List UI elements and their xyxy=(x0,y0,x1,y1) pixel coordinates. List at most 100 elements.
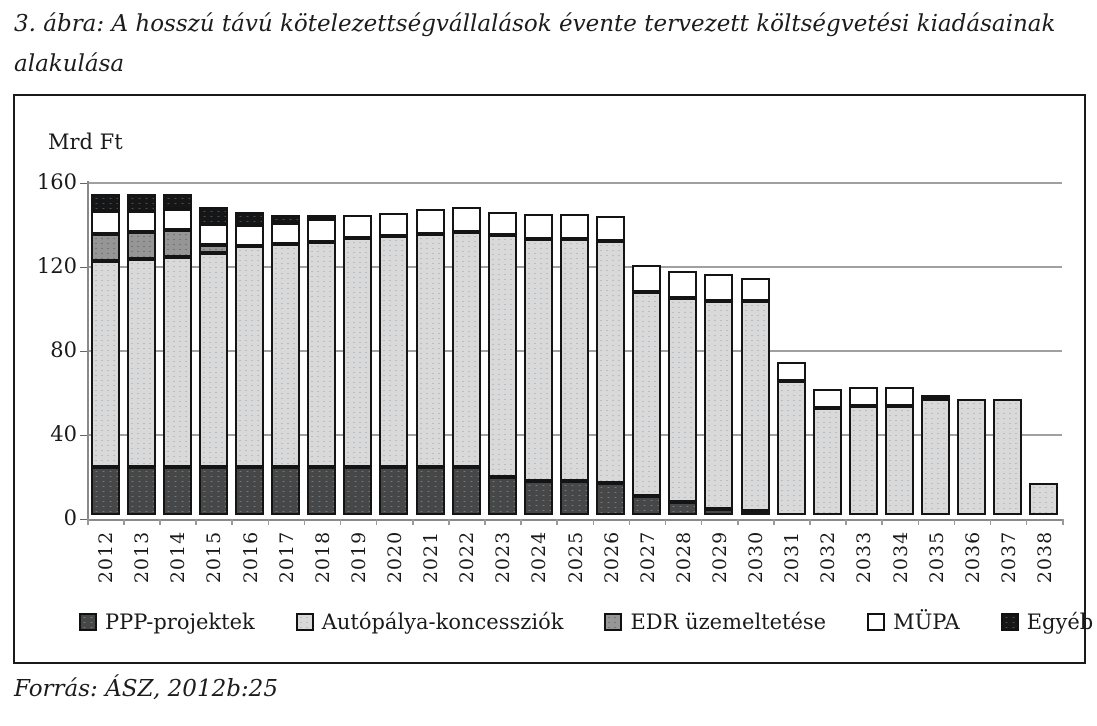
bar-segment-Egyéb xyxy=(271,215,301,223)
legend-label: Egyéb xyxy=(1026,610,1094,634)
bar-segment-Egyéb xyxy=(90,194,120,211)
bar-segment-PPP-projektek xyxy=(307,467,337,515)
bar-segment-Autópálya-koncessziók xyxy=(740,301,770,511)
x-axis-tick xyxy=(1062,519,1064,525)
x-tick-label-2020: 2020 xyxy=(383,530,406,584)
x-tick-label-2030: 2030 xyxy=(745,530,768,584)
x-axis-tick xyxy=(484,519,486,525)
bar-segment-Autópálya-koncessziók xyxy=(668,298,698,502)
legend-item-MÜPA: MÜPA xyxy=(867,610,960,634)
x-axis-tick xyxy=(700,519,703,525)
bar-2018 xyxy=(307,215,337,515)
x-axis-tick xyxy=(556,519,558,525)
bar-segment-MÜPA xyxy=(343,215,373,238)
x-tick-label-2032: 2032 xyxy=(817,530,840,584)
figure-caption: 3. ábra: A hosszú távú kötelezettségváll… xyxy=(14,4,1074,84)
figure-caption-line1: 3. ábra: A hosszú távú kötelezettségváll… xyxy=(14,11,1056,37)
bar-segment-MÜPA xyxy=(776,362,806,381)
x-axis-tick xyxy=(87,519,89,525)
bar-segment-Autópálya-koncessziók xyxy=(379,236,409,467)
bar-segment-MÜPA xyxy=(668,271,698,298)
bar-segment-Autópálya-koncessziók xyxy=(993,399,1023,515)
legend-item-EDR üzemeltetése: EDR üzemeltetése xyxy=(604,610,826,634)
bar-2021 xyxy=(415,209,445,515)
x-tick-label-2031: 2031 xyxy=(781,530,804,584)
bar-segment-Autópálya-koncessziók xyxy=(162,257,192,467)
bar-segment-Autópálya-koncessziók xyxy=(307,242,337,467)
figure-caption-line2: alakulása xyxy=(14,51,125,77)
legend-label: EDR üzemeltetése xyxy=(630,610,827,634)
y-axis-tick-120 xyxy=(80,266,87,268)
bar-segment-Egyéb xyxy=(235,212,264,225)
x-tick-label-2025: 2025 xyxy=(564,530,587,584)
y-tick-label-160: 160 xyxy=(36,170,77,194)
legend-label: Autópálya-koncessziók xyxy=(321,610,564,634)
x-tick-label-2035: 2035 xyxy=(925,530,948,584)
bar-2012 xyxy=(90,194,120,515)
bar-segment-MÜPA xyxy=(235,225,264,246)
legend-item-Autópálya-koncessziók: Autópálya-koncessziók xyxy=(295,610,564,634)
bar-segment-MÜPA xyxy=(632,265,662,292)
bar-2028 xyxy=(668,271,698,515)
x-tick-label-2034: 2034 xyxy=(889,530,912,584)
x-axis-tick xyxy=(267,519,270,525)
x-axis-tick xyxy=(989,519,992,525)
bar-segment-Autópálya-koncessziók xyxy=(885,406,914,515)
bar-segment-MÜPA xyxy=(451,207,481,232)
x-tick-label-2015: 2015 xyxy=(203,530,226,584)
x-axis-tick xyxy=(592,519,595,525)
bar-segment-PPP-projektek xyxy=(740,511,770,515)
bar-segment-Autópálya-koncessziók xyxy=(523,239,553,481)
chart-legend: PPP-projektek Autópálya-koncessziók EDR üz… xyxy=(79,610,1093,634)
x-axis-tick xyxy=(375,519,378,525)
bar-segment-Autópálya-koncessziók xyxy=(632,292,662,496)
bar-segment-Autópálya-koncessziók xyxy=(415,234,445,467)
bar-segment-PPP-projektek xyxy=(271,467,301,515)
x-axis-tick xyxy=(231,519,233,525)
x-axis-tick xyxy=(773,519,775,525)
bar-2017 xyxy=(271,215,301,515)
x-tick-label-2029: 2029 xyxy=(708,530,731,584)
legend-marker-icon xyxy=(1000,613,1019,631)
bar-segment-PPP-projektek xyxy=(668,502,698,515)
y-axis-tick-160 xyxy=(80,182,87,184)
legend-label: MÜPA xyxy=(893,610,960,634)
x-tick-label-2033: 2033 xyxy=(853,530,876,584)
bar-2033 xyxy=(848,387,878,515)
bar-segment-Egyéb xyxy=(162,194,192,209)
bar-segment-Egyéb xyxy=(307,215,337,219)
bar-segment-EDR üzemeltetése xyxy=(198,245,228,253)
bar-segment-Autópálya-koncessziók xyxy=(776,381,806,515)
bar-2029 xyxy=(704,274,734,515)
legend-marker-icon xyxy=(79,613,97,631)
bar-2038 xyxy=(1029,483,1059,515)
bar-segment-MÜPA xyxy=(704,274,734,301)
x-axis-tick xyxy=(123,519,125,525)
x-axis-tick xyxy=(845,519,847,525)
bar-segment-Egyéb xyxy=(126,194,156,211)
x-tick-label-2038: 2038 xyxy=(1033,530,1056,584)
bar-segment-PPP-projektek xyxy=(343,467,373,515)
bar-segment-EDR üzemeltetése xyxy=(126,232,156,259)
gridline-160 xyxy=(87,182,1062,184)
y-tick-label-80: 80 xyxy=(50,338,77,362)
x-tick-label-2024: 2024 xyxy=(528,530,551,584)
bar-segment-Autópálya-koncessziók xyxy=(451,232,481,467)
bar-segment-Autópálya-koncessziók xyxy=(343,238,373,467)
bar-segment-EDR üzemeltetése xyxy=(162,230,192,257)
bar-segment-Autópálya-koncessziók xyxy=(198,253,228,467)
bar-2032 xyxy=(812,389,842,515)
bar-segment-Autópálya-koncessziók xyxy=(126,259,156,467)
bar-segment-Autópálya-koncessziók xyxy=(271,244,301,467)
bar-segment-MÜPA xyxy=(90,211,120,234)
x-axis-line xyxy=(87,519,1062,521)
bar-2016 xyxy=(235,212,264,515)
bar-2036 xyxy=(957,399,987,515)
bar-segment-PPP-projektek xyxy=(162,467,192,515)
bar-segment-MÜPA xyxy=(487,212,517,235)
bar-segment-MÜPA xyxy=(162,209,192,230)
bar-2027 xyxy=(632,265,662,515)
x-tick-label-2013: 2013 xyxy=(131,530,154,584)
x-tick-label-2022: 2022 xyxy=(456,530,479,584)
x-tick-label-2028: 2028 xyxy=(672,530,695,584)
